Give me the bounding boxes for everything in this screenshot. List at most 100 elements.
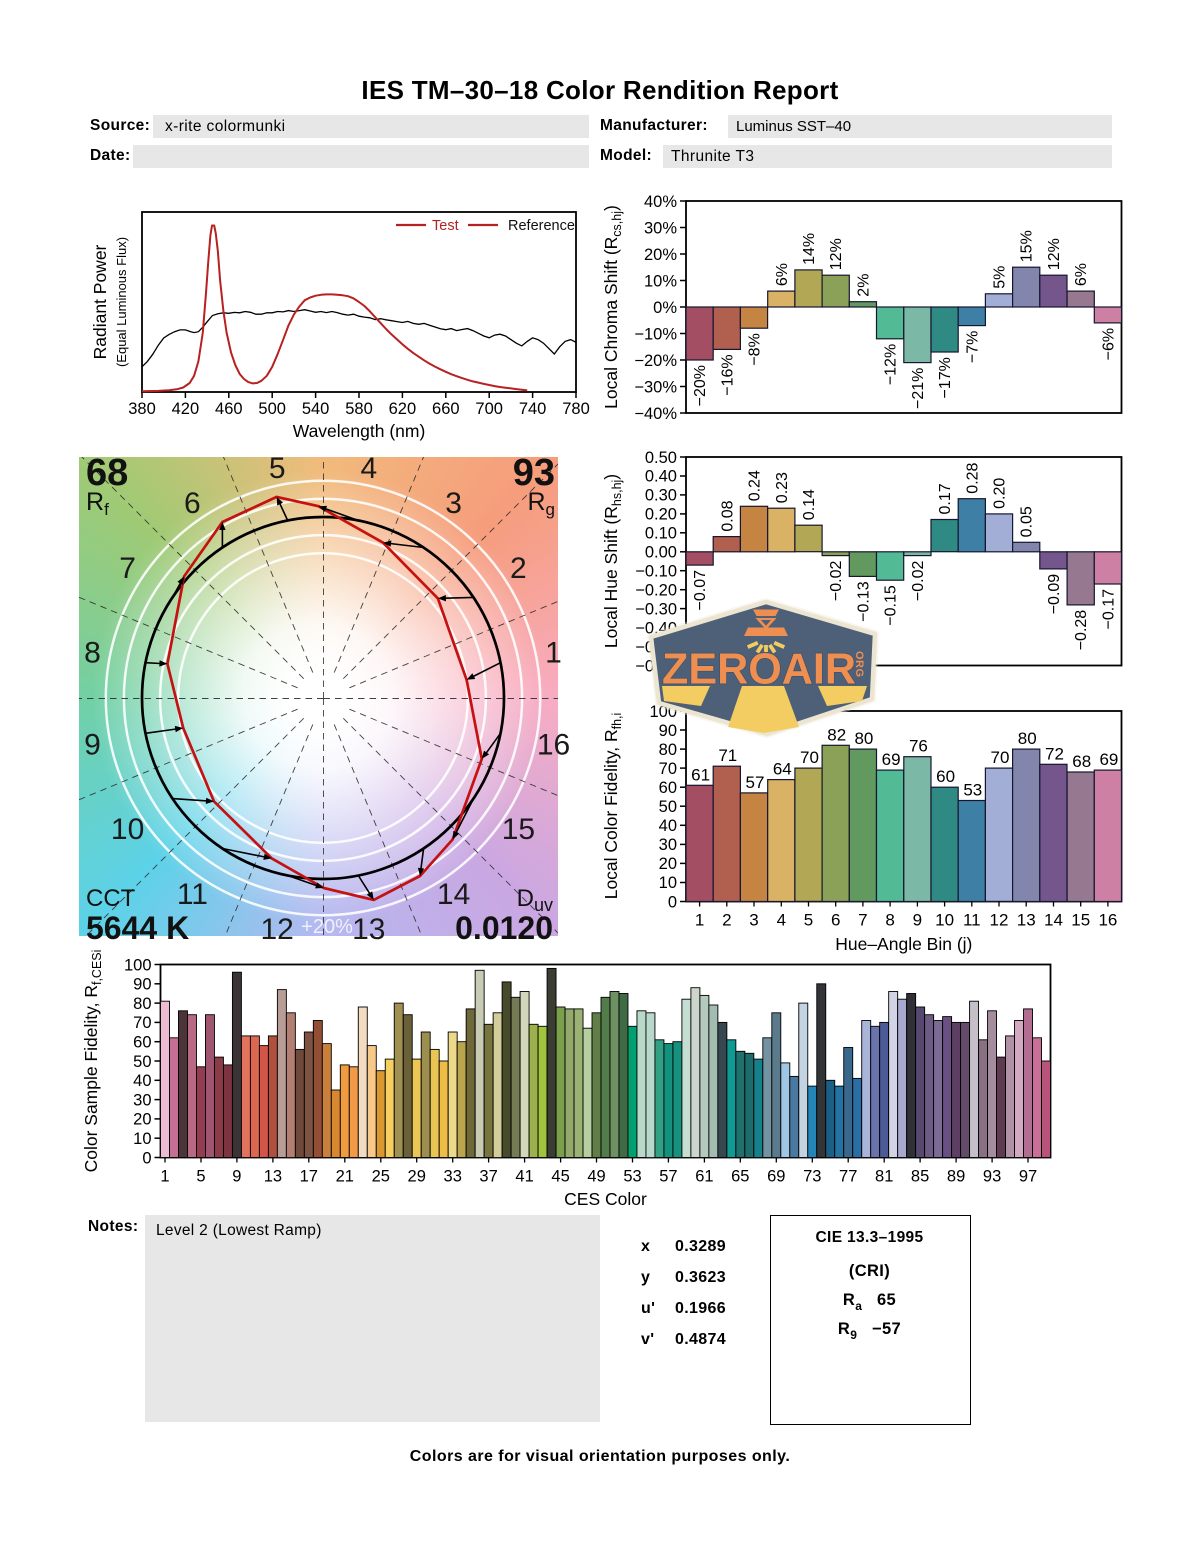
svg-text:20: 20 bbox=[133, 1111, 151, 1129]
svg-text:33: 33 bbox=[444, 1168, 462, 1186]
svg-text:−0.10: −0.10 bbox=[635, 563, 677, 581]
svg-text:Hue–Angle Bin (j): Hue–Angle Bin (j) bbox=[835, 934, 972, 954]
svg-text:70: 70 bbox=[800, 748, 819, 767]
svg-text:73: 73 bbox=[803, 1168, 821, 1186]
svg-text:77: 77 bbox=[839, 1168, 857, 1186]
svg-text:64: 64 bbox=[773, 760, 792, 779]
svg-text:60: 60 bbox=[659, 779, 677, 797]
svg-text:6%: 6% bbox=[774, 263, 791, 286]
svg-text:5: 5 bbox=[269, 452, 286, 485]
svg-text:0: 0 bbox=[142, 1149, 151, 1167]
svg-text:0.17: 0.17 bbox=[937, 483, 954, 514]
svg-text:68: 68 bbox=[86, 452, 128, 494]
svg-text:0%: 0% bbox=[653, 299, 677, 317]
svg-text:9: 9 bbox=[84, 728, 101, 761]
svg-text:30: 30 bbox=[133, 1091, 151, 1109]
svg-text:41: 41 bbox=[515, 1168, 533, 1186]
svg-text:93: 93 bbox=[513, 452, 555, 494]
svg-text:−12%: −12% bbox=[883, 344, 900, 385]
svg-text:−0.09: −0.09 bbox=[1046, 574, 1063, 615]
svg-text:70: 70 bbox=[659, 760, 677, 778]
svg-text:−21%: −21% bbox=[910, 368, 927, 409]
svg-text:2: 2 bbox=[510, 552, 527, 585]
svg-text:−0.02: −0.02 bbox=[828, 560, 845, 601]
svg-text:40: 40 bbox=[133, 1072, 151, 1090]
svg-text:12%: 12% bbox=[828, 238, 845, 270]
svg-text:90: 90 bbox=[659, 722, 677, 740]
svg-text:0.20: 0.20 bbox=[645, 506, 677, 524]
svg-text:53: 53 bbox=[623, 1168, 641, 1186]
svg-text:Color Sample Fidelity, Rf,CESi: Color Sample Fidelity, Rf,CESi bbox=[81, 950, 104, 1173]
svg-text:660: 660 bbox=[432, 400, 460, 418]
svg-text:50: 50 bbox=[659, 798, 677, 816]
svg-text:580: 580 bbox=[345, 400, 373, 418]
svg-text:Radiant Power: Radiant Power bbox=[90, 244, 110, 359]
svg-text:1: 1 bbox=[545, 637, 562, 670]
svg-text:49: 49 bbox=[587, 1168, 605, 1186]
svg-text:72: 72 bbox=[1045, 744, 1064, 763]
svg-text:16: 16 bbox=[1098, 911, 1117, 930]
svg-text:ZEROAIR: ZEROAIR bbox=[662, 645, 856, 694]
svg-text:0.10: 0.10 bbox=[645, 525, 677, 543]
svg-text:69: 69 bbox=[767, 1168, 785, 1186]
svg-text:69: 69 bbox=[1099, 750, 1118, 769]
svg-text:97: 97 bbox=[1019, 1168, 1037, 1186]
svg-text:100: 100 bbox=[124, 956, 152, 974]
svg-text:500: 500 bbox=[258, 400, 286, 418]
svg-text:20%: 20% bbox=[644, 246, 677, 264]
svg-text:2%: 2% bbox=[855, 274, 872, 297]
svg-text:8: 8 bbox=[885, 911, 894, 930]
svg-text:71: 71 bbox=[718, 746, 737, 765]
svg-text:37: 37 bbox=[479, 1168, 497, 1186]
svg-text:14: 14 bbox=[1044, 911, 1063, 930]
svg-text:0.08: 0.08 bbox=[719, 500, 736, 531]
svg-text:11: 11 bbox=[963, 911, 981, 930]
svg-text:15: 15 bbox=[1071, 911, 1090, 930]
svg-text:61: 61 bbox=[691, 765, 710, 784]
svg-text:−0.07: −0.07 bbox=[692, 570, 709, 611]
svg-text:−0.17: −0.17 bbox=[1100, 589, 1117, 630]
svg-text:−0.15: −0.15 bbox=[883, 585, 900, 626]
svg-text:−0.30: −0.30 bbox=[635, 600, 677, 618]
svg-text:4: 4 bbox=[360, 452, 377, 485]
svg-text:80: 80 bbox=[133, 995, 151, 1013]
svg-text:68: 68 bbox=[1072, 752, 1091, 771]
svg-text:80: 80 bbox=[1018, 729, 1037, 748]
svg-text:−0.20: −0.20 bbox=[635, 582, 677, 600]
svg-text:30: 30 bbox=[659, 836, 677, 854]
svg-text:5%: 5% bbox=[992, 266, 1009, 289]
svg-text:29: 29 bbox=[408, 1168, 426, 1186]
svg-text:−10%: −10% bbox=[634, 325, 677, 343]
svg-text:7: 7 bbox=[858, 911, 867, 930]
svg-text:−30%: −30% bbox=[634, 378, 677, 396]
svg-text:15: 15 bbox=[502, 813, 535, 846]
svg-text:ORG: ORG bbox=[853, 651, 865, 678]
svg-text:CCT: CCT bbox=[86, 885, 136, 912]
svg-text:13: 13 bbox=[1017, 911, 1036, 930]
svg-text:3: 3 bbox=[749, 911, 758, 930]
svg-text:4: 4 bbox=[777, 911, 786, 930]
svg-text:13: 13 bbox=[352, 913, 385, 946]
svg-text:−0.28: −0.28 bbox=[1073, 610, 1090, 651]
svg-text:30%: 30% bbox=[644, 219, 677, 237]
svg-text:6: 6 bbox=[184, 487, 201, 520]
svg-text:6%: 6% bbox=[1073, 263, 1090, 286]
svg-text:89: 89 bbox=[947, 1168, 965, 1186]
svg-text:620: 620 bbox=[389, 400, 417, 418]
svg-text:20: 20 bbox=[659, 855, 677, 873]
svg-text:8: 8 bbox=[84, 637, 101, 670]
svg-text:0.40: 0.40 bbox=[645, 468, 677, 486]
svg-text:80: 80 bbox=[854, 729, 873, 748]
svg-text:40%: 40% bbox=[644, 193, 677, 211]
svg-text:−8%: −8% bbox=[747, 333, 764, 365]
svg-text:−40%: −40% bbox=[634, 405, 677, 423]
svg-text:+20%: +20% bbox=[301, 916, 353, 938]
svg-text:−16%: −16% bbox=[719, 354, 736, 395]
svg-text:14%: 14% bbox=[801, 233, 818, 265]
svg-text:−20%: −20% bbox=[634, 352, 677, 370]
svg-text:9: 9 bbox=[913, 911, 922, 930]
svg-text:93: 93 bbox=[983, 1168, 1001, 1186]
svg-text:−0.13: −0.13 bbox=[855, 581, 872, 622]
svg-text:540: 540 bbox=[302, 400, 330, 418]
svg-text:65: 65 bbox=[731, 1168, 749, 1186]
